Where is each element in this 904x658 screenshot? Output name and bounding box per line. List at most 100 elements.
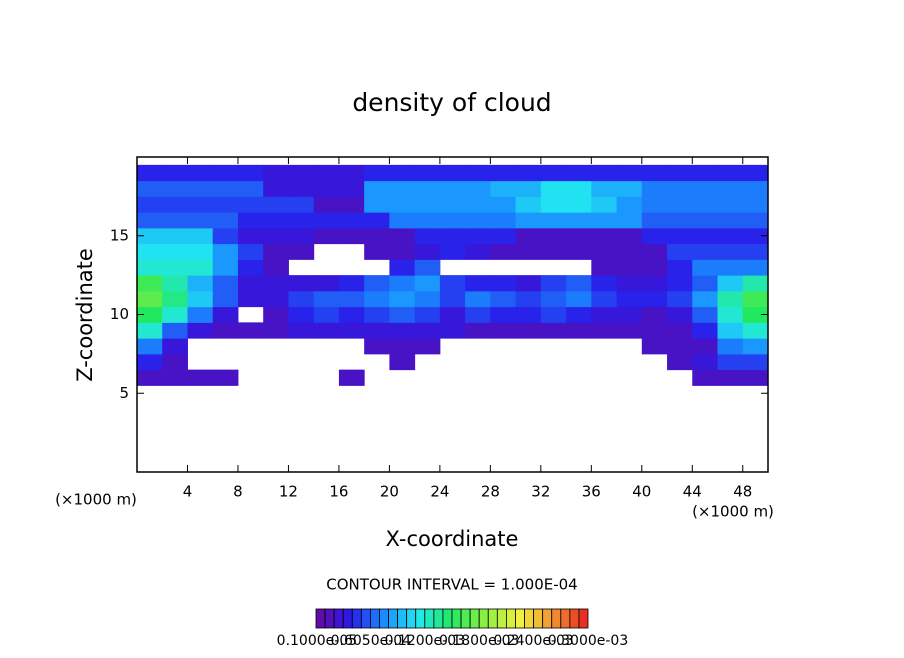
- colorbar-swatch: [533, 608, 544, 629]
- heat-cell: [540, 227, 567, 245]
- heat-cell: [692, 353, 719, 371]
- heat-cell: [490, 212, 517, 229]
- heat-cell: [692, 338, 719, 355]
- colorbar-label: 0.1800e-03: [439, 633, 519, 649]
- heat-cell: [313, 196, 340, 213]
- heat-cell: [439, 196, 466, 213]
- heat-cell: [162, 322, 188, 339]
- heat-cell: [742, 259, 769, 276]
- colorbar-swatch: [406, 608, 417, 629]
- heat-cell: [187, 259, 214, 276]
- x-tick-label: 8: [233, 483, 243, 501]
- heat-cell: [717, 369, 744, 386]
- heat-cell: [465, 306, 491, 323]
- colorbar-swatch: [379, 608, 389, 629]
- heat-cell: [338, 290, 365, 308]
- heat-cell: [414, 306, 441, 323]
- heat-cell: [263, 164, 289, 182]
- heat-cell: [187, 243, 214, 260]
- heat-cell: [263, 322, 289, 339]
- heat-cell: [389, 196, 416, 213]
- x-tick-label: 4: [183, 483, 193, 501]
- heat-cell: [465, 212, 491, 229]
- heat-cell: [364, 290, 390, 308]
- heat-cell: [641, 243, 668, 260]
- heat-cell: [212, 290, 239, 308]
- heat-cell: [237, 180, 264, 197]
- heat-cell: [364, 164, 390, 182]
- colorbar-swatch: [487, 608, 498, 629]
- heat-cell: [566, 322, 592, 339]
- heat-cell: [667, 164, 693, 182]
- heat-cell: [540, 243, 567, 260]
- x-tick-label: 16: [329, 483, 348, 501]
- heat-cell: [288, 196, 315, 213]
- heat-cell: [742, 353, 769, 371]
- heat-cell: [162, 196, 188, 213]
- heat-cell: [162, 290, 188, 308]
- colorbar-swatch: [569, 608, 580, 629]
- heat-cell: [187, 196, 214, 213]
- heat-cell: [566, 243, 592, 260]
- heat-cell: [237, 227, 264, 245]
- heat-cell: [717, 180, 744, 197]
- heat-cell: [667, 212, 693, 229]
- heat-cell: [692, 164, 719, 182]
- heat-cell: [313, 306, 340, 323]
- heat-cell: [616, 180, 643, 197]
- heat-cell: [162, 164, 188, 182]
- heat-cell: [641, 259, 668, 276]
- colorbar-swatch: [505, 608, 516, 629]
- heat-cell: [414, 322, 441, 339]
- heat-cell: [137, 212, 163, 229]
- heat-cell: [717, 290, 744, 308]
- heat-cell: [187, 290, 214, 308]
- heat-cell: [692, 243, 719, 260]
- heat-cell: [263, 180, 289, 197]
- heat-cell: [414, 338, 441, 355]
- heat-cell: [137, 275, 163, 292]
- colorbar-swatch: [578, 608, 589, 629]
- heat-cell: [591, 275, 618, 292]
- heat-cell: [212, 227, 239, 245]
- heat-cell: [338, 196, 365, 213]
- heat-cell: [667, 180, 693, 197]
- heat-cell: [591, 290, 618, 308]
- heat-cell: [313, 227, 340, 245]
- heat-cell: [187, 180, 214, 197]
- heat-cell: [439, 227, 466, 245]
- x-axis-label: X-coordinate: [386, 527, 519, 551]
- heat-cell: [187, 322, 214, 339]
- heat-cell: [515, 275, 542, 292]
- heat-cell: [162, 306, 188, 323]
- heat-cell: [667, 196, 693, 213]
- heat-cell: [439, 180, 466, 197]
- heat-cell: [187, 227, 214, 245]
- heat-cell: [212, 306, 239, 323]
- heat-cell: [692, 196, 719, 213]
- x-tick-label: 44: [683, 483, 702, 501]
- colorbar-swatch: [469, 608, 480, 629]
- heat-cell: [187, 369, 214, 386]
- heat-cell: [162, 338, 188, 355]
- x-tick-label: 12: [279, 483, 298, 501]
- heat-cell: [540, 196, 567, 213]
- heat-cell: [692, 180, 719, 197]
- heat-cell: [364, 338, 390, 355]
- heat-cell: [389, 322, 416, 339]
- heat-cell: [667, 243, 693, 260]
- heat-cell: [237, 196, 264, 213]
- heat-cell: [288, 180, 315, 197]
- heat-cell: [490, 243, 517, 260]
- heat-cell: [313, 275, 340, 292]
- heat-cell: [742, 243, 769, 260]
- heat-cell: [667, 353, 693, 371]
- heat-cell: [667, 322, 693, 339]
- heat-cell: [389, 275, 416, 292]
- heat-cell: [490, 306, 517, 323]
- heat-cell: [288, 243, 315, 260]
- heat-cell: [692, 259, 719, 276]
- heat-cell: [515, 164, 542, 182]
- heat-cell: [389, 259, 416, 276]
